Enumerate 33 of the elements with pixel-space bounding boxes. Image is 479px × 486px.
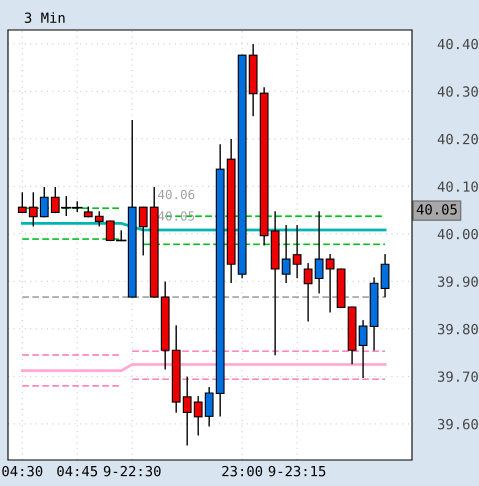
- candlestick: [282, 225, 291, 283]
- text: 40.05: [416, 204, 457, 215]
- candlestick: [204, 387, 214, 426]
- y-tick-label: 40.10: [438, 181, 478, 192]
- y-tick-label: 39.90: [438, 276, 478, 287]
- candlestick: [314, 211, 324, 294]
- y-tick-label: 39.70: [438, 371, 478, 382]
- annotation: 40.06: [158, 190, 194, 200]
- y-tick-label: 40.30: [438, 86, 478, 97]
- candlestick: [40, 187, 49, 218]
- candlestick: [292, 225, 302, 278]
- candlestick: [304, 263, 313, 322]
- x-tick-label: 04:45: [57, 466, 98, 476]
- candlestick: [182, 376, 192, 446]
- y-tick-label: 40.00: [438, 228, 478, 240]
- x-tick-label: 9-22:30: [104, 466, 161, 476]
- y-tick-label: 39.80: [438, 324, 478, 334]
- candlestick: [138, 206, 148, 256]
- chart-title: 3 Min: [24, 12, 65, 23]
- y-tick-label: 40.20: [438, 134, 478, 144]
- x-tick-label: 04:30: [2, 466, 42, 476]
- annotation: 40.05: [158, 211, 194, 221]
- candlestick: [326, 254, 335, 312]
- candlestick: [84, 206, 93, 218]
- candlestick: [18, 192, 27, 214]
- x-tick-label: 23:00: [222, 466, 262, 476]
- candlestick: [28, 192, 38, 226]
- candlestick: [94, 211, 104, 226]
- y-tick-label: 39.60: [438, 418, 478, 430]
- x-tick-label: 9-23:15: [268, 466, 326, 476]
- y-tick-label: 40.40: [438, 38, 478, 50]
- candlestick: [358, 320, 368, 378]
- candlestick: [194, 396, 203, 436]
